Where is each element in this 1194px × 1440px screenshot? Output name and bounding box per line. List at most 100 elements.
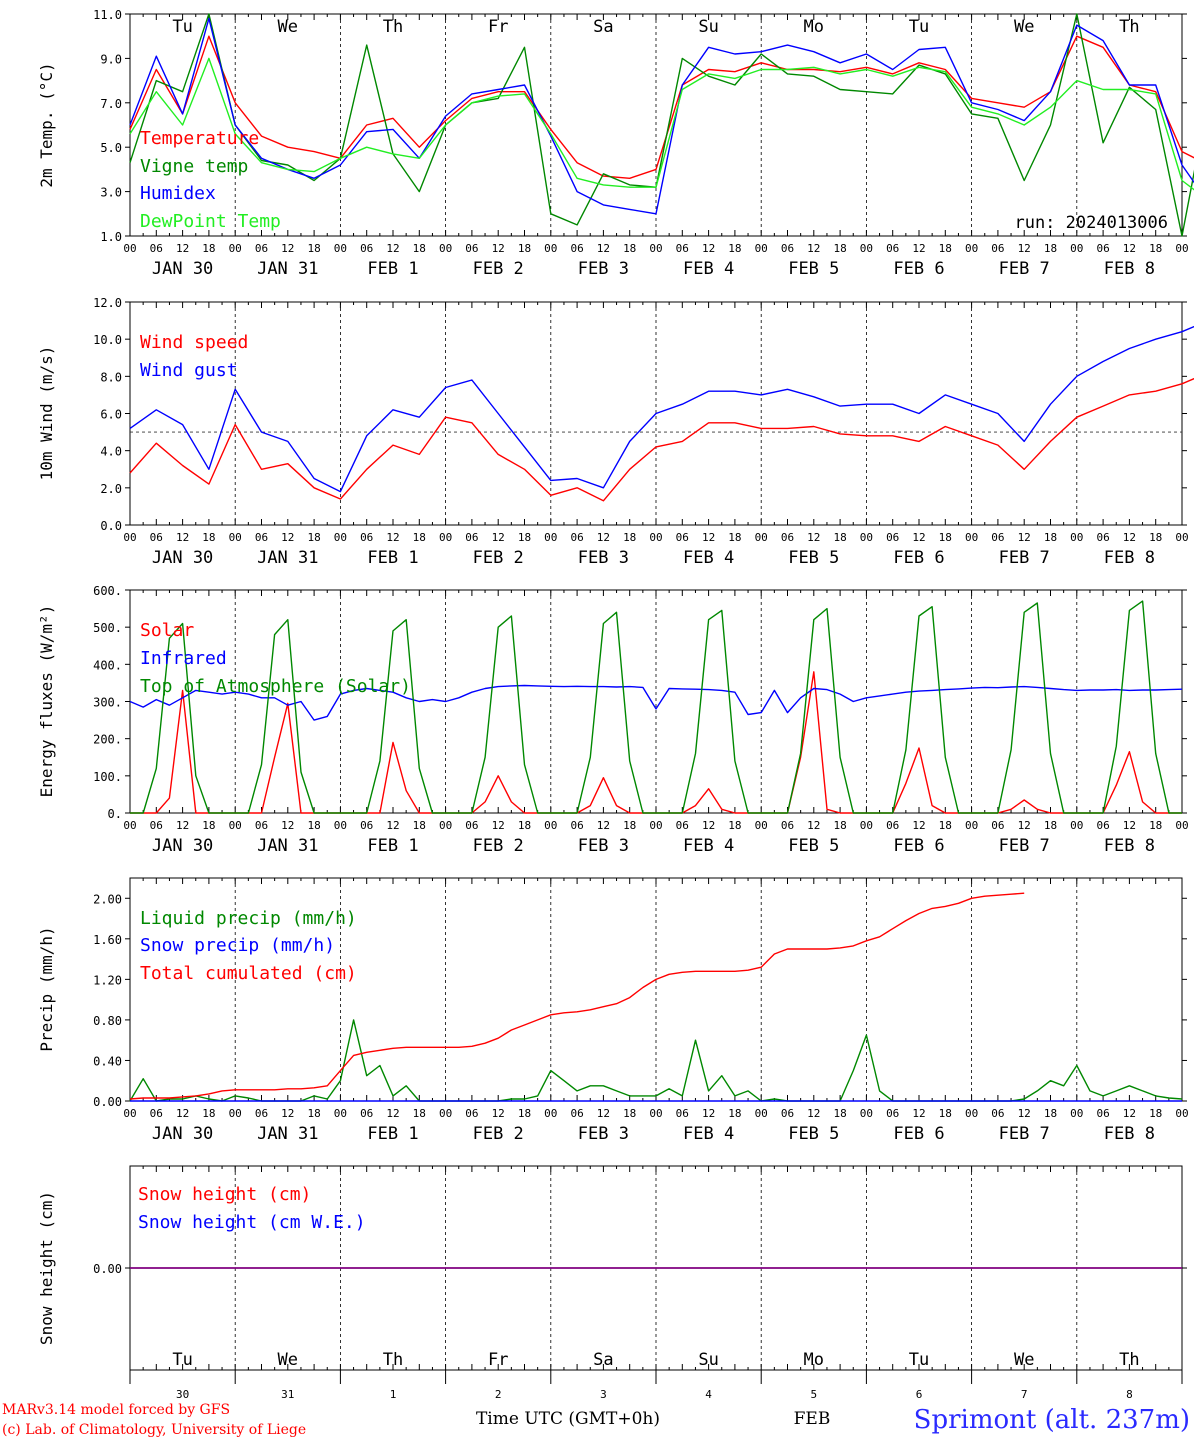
series-line-total-cumulated-cm- xyxy=(129,892,1025,1100)
x-date-label: FEB 1 xyxy=(367,836,418,856)
x-hour-label: 06 xyxy=(781,531,794,544)
x-date-label: JAN 31 xyxy=(257,259,318,279)
y-tick-label: 0. xyxy=(108,807,122,821)
x-hour-label: 06 xyxy=(255,242,268,255)
day-number-label: 5 xyxy=(810,1388,817,1401)
x-hour-label: 18 xyxy=(413,531,426,544)
legend-humidex: Humidex xyxy=(140,183,216,204)
weekday-label: Sa xyxy=(593,17,613,37)
y-tick-label: 0.00 xyxy=(93,1095,122,1109)
precip-legend: Liquid precip (mm/h) Snow precip (mm/h) … xyxy=(140,908,357,984)
x-hour-label: 12 xyxy=(1018,1107,1031,1120)
x-date-label: FEB 5 xyxy=(788,548,839,568)
snow-legend: Snow height (cm) Snow height (cm W.E.) xyxy=(138,1184,366,1233)
x-hour-label: 18 xyxy=(202,531,215,544)
x-date-label: FEB 5 xyxy=(788,836,839,856)
legend-dewpoint: DewPoint Temp xyxy=(140,211,281,232)
x-date-label: FEB 4 xyxy=(683,548,734,568)
x-date-label: FEB 1 xyxy=(367,548,418,568)
x-hour-label: 00 xyxy=(1070,1107,1083,1120)
x-hour-label: 06 xyxy=(465,819,478,832)
x-date-label: FEB 6 xyxy=(893,836,944,856)
x-hour-label: 12 xyxy=(597,531,610,544)
weekday-label: Tu xyxy=(172,1350,192,1370)
y-tick-label: 100. xyxy=(93,770,122,784)
weekday-label: Sa xyxy=(593,1350,613,1370)
weekday-label: Tu xyxy=(909,1350,929,1370)
x-hour-label: 00 xyxy=(649,531,662,544)
legend-infrared: Infrared xyxy=(140,648,227,669)
x-hour-label: 12 xyxy=(702,531,715,544)
y-tick-label: 8.0 xyxy=(100,370,122,384)
x-hour-label: 00 xyxy=(755,242,768,255)
x-hour-label: 12 xyxy=(807,242,820,255)
weekday-label: Mo xyxy=(804,17,824,37)
y-axis-label: Snow height (cm) xyxy=(37,1191,56,1345)
x-date-label: JAN 30 xyxy=(152,259,213,279)
day-number-label: 31 xyxy=(281,1388,294,1401)
x-hour-label: 06 xyxy=(991,819,1004,832)
legend-wind-gust: Wind gust xyxy=(140,360,238,381)
x-hour-label: 06 xyxy=(886,242,899,255)
x-hour-label: 12 xyxy=(1123,242,1136,255)
x-date-label: JAN 30 xyxy=(152,548,213,568)
x-hour-label: 18 xyxy=(728,242,741,255)
footer-station: Sprimont (alt. 237m) xyxy=(914,1405,1190,1435)
x-hour-label: 18 xyxy=(833,242,846,255)
x-hour-label: 18 xyxy=(307,531,320,544)
x-hour-label: 12 xyxy=(176,1107,189,1120)
x-hour-label: 18 xyxy=(202,819,215,832)
x-date-label: FEB 8 xyxy=(1104,548,1155,568)
x-date-label: FEB 7 xyxy=(999,259,1050,279)
x-hour-label: 00 xyxy=(544,531,557,544)
weekday-label: Th xyxy=(1119,1350,1139,1370)
x-hour-label: 18 xyxy=(1149,1107,1162,1120)
x-hour-label: 00 xyxy=(334,531,347,544)
y-tick-label: 7.0 xyxy=(100,97,122,111)
panel-precip: 0.00 0.40 0.80 1.20 1.60 2.00 Precip (mm/h) 00 0… xyxy=(37,877,1189,1144)
weekday-label: Fr xyxy=(488,1350,508,1370)
weekday-label: We xyxy=(1014,17,1034,37)
x-hour-label: 00 xyxy=(1175,1107,1188,1120)
footer: MARv3.14 model forced by GFS (c) Lab. of… xyxy=(2,1402,1190,1438)
legend-vigne-temp: Vigne temp xyxy=(140,156,248,177)
weekday-label: Su xyxy=(698,17,718,37)
y-axis-label: Precip (mm/h) xyxy=(37,926,56,1051)
x-hour-label: 18 xyxy=(939,242,952,255)
x-hour-label: 06 xyxy=(676,242,689,255)
x-hour-label: 18 xyxy=(1044,531,1057,544)
x-hour-label: 18 xyxy=(939,819,952,832)
y-tick-label: 0.40 xyxy=(93,1054,122,1068)
x-date-label: JAN 31 xyxy=(257,1124,318,1144)
x-hour-label: 12 xyxy=(1018,242,1031,255)
day-number-label: 4 xyxy=(705,1388,712,1401)
weekday-label: We xyxy=(278,17,298,37)
y-tick-label: 12.0 xyxy=(93,296,122,310)
footer-xlabel: Time UTC (GMT+0h) xyxy=(476,1409,660,1429)
x-date-label: FEB 3 xyxy=(578,259,629,279)
series-line-wind-speed xyxy=(129,377,1194,502)
x-hour-label: 12 xyxy=(1123,531,1136,544)
legend-wind-speed: Wind speed xyxy=(140,332,248,353)
x-hour-label: 00 xyxy=(649,819,662,832)
x-hour-label: 00 xyxy=(123,531,136,544)
y-tick-label: 3.0 xyxy=(100,186,122,200)
x-hour-label: 12 xyxy=(176,819,189,832)
x-hour-label: 18 xyxy=(413,242,426,255)
legend-total-cumulated: Total cumulated (cm) xyxy=(140,963,357,984)
x-hour-label: 00 xyxy=(1070,531,1083,544)
x-hour-label: 12 xyxy=(386,819,399,832)
x-hour-label: 06 xyxy=(255,531,268,544)
x-hour-label: 12 xyxy=(176,531,189,544)
x-hour-label: 00 xyxy=(860,1107,873,1120)
x-date-label: FEB 3 xyxy=(578,836,629,856)
legend-toa-solar: Top of Atmosphere (Solar) xyxy=(140,676,411,697)
x-hour-label: 18 xyxy=(202,242,215,255)
series-line-dewpoint-temp xyxy=(129,57,1194,191)
x-hour-label: 18 xyxy=(518,242,531,255)
x-hour-label: 18 xyxy=(623,1107,636,1120)
x-hour-label: 18 xyxy=(307,242,320,255)
x-hour-label: 06 xyxy=(886,1107,899,1120)
y-axis-label: 10m Wind (m/s) xyxy=(37,346,56,481)
x-date-label: FEB 5 xyxy=(788,1124,839,1144)
